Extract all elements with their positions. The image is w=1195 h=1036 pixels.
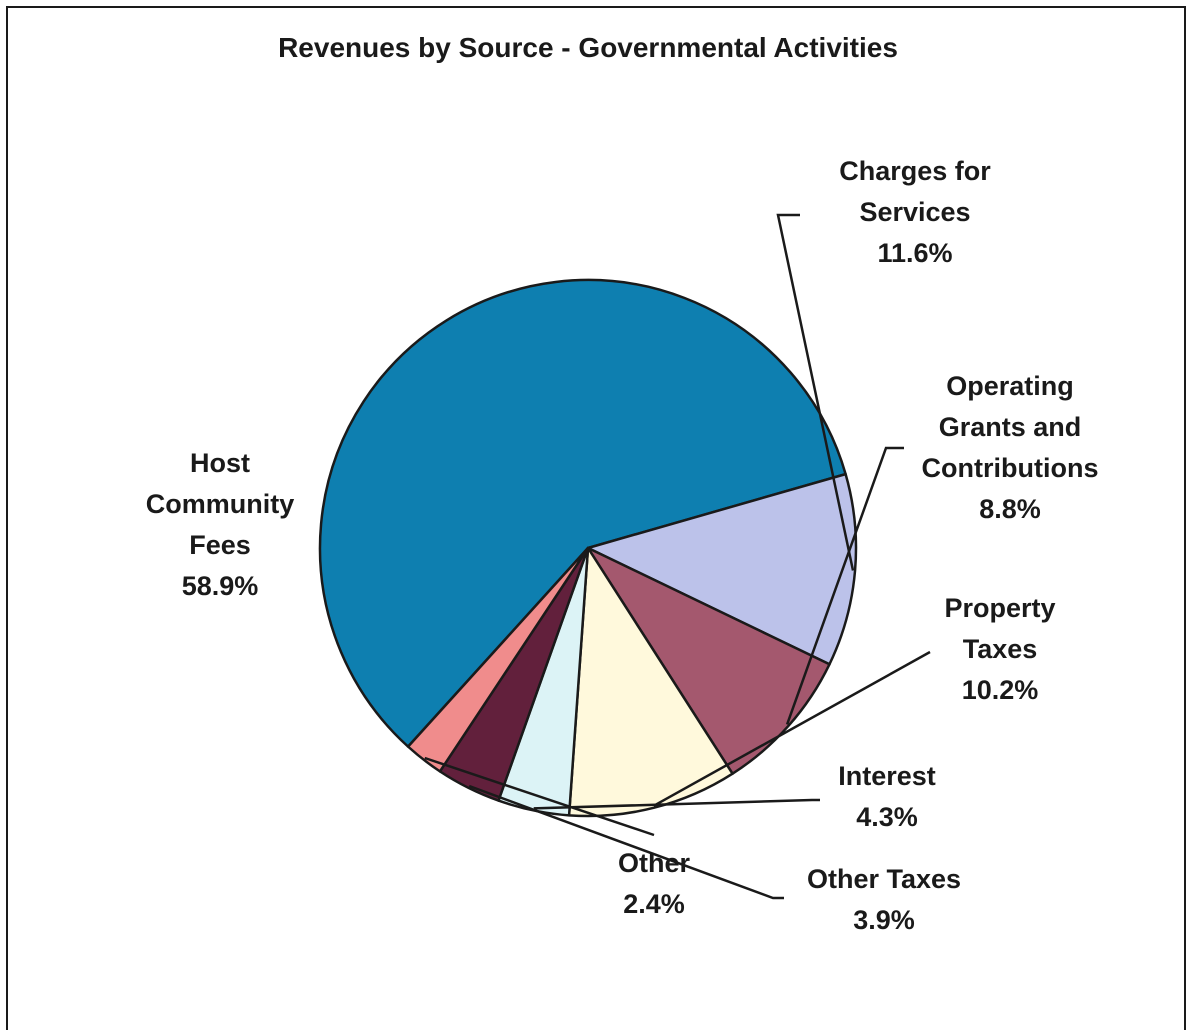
leader-line-interest [533, 798, 820, 810]
slice-value-label: 10.2% [962, 675, 1039, 705]
pie-slice-other [406, 546, 590, 773]
pie-slice-grants [586, 546, 831, 775]
slice-label-host: Host Community Fees 58.9% [146, 448, 295, 601]
leader-lines [424, 213, 931, 900]
slice-name-label: Fees [189, 530, 251, 560]
slice-name-label: Community [146, 489, 295, 519]
slice-name-label: Grants and [939, 412, 1082, 442]
slice-label-other-taxes: Other Taxes 3.9% [807, 864, 961, 935]
slice-value-label: 11.6% [877, 238, 952, 268]
slice-name-label: Taxes [963, 634, 1038, 664]
slice-label-property: Property Taxes 10.2% [944, 593, 1055, 705]
pie-slices [318, 278, 858, 818]
slice-name-label: Other [618, 848, 691, 878]
slice-name-label: Contributions [922, 453, 1099, 483]
pie-slice-host [318, 278, 847, 748]
leader-line-other [424, 756, 655, 837]
slice-label-grants: Operating Grants and Contributions 8.8% [922, 371, 1099, 524]
slice-label-interest: Interest 4.3% [838, 761, 936, 832]
slice-value-label: 58.9% [182, 571, 259, 601]
slice-name-label: Interest [838, 761, 936, 791]
pie-slice-property [567, 546, 734, 818]
slice-value-label: 3.9% [853, 905, 915, 935]
leader-line-property [653, 650, 931, 807]
slice-name-label: Other Taxes [807, 864, 961, 894]
slice-value-label: 8.8% [979, 494, 1041, 524]
slice-name-label: Host [190, 448, 250, 478]
leader-line-grants [785, 446, 904, 725]
slice-value-label: 2.4% [623, 889, 685, 919]
slice-label-other: Other 2.4% [618, 848, 691, 919]
leader-line-other-taxes [468, 784, 784, 900]
slice-value-label: 4.3% [856, 802, 918, 832]
slice-name-label: Property [944, 593, 1055, 623]
leader-line-charges [776, 213, 855, 571]
slice-name-label: Charges for [839, 156, 991, 186]
slice-label-charges: Charges for Services 11.6% [839, 156, 991, 268]
slice-labels: Host Community Fees 58.9% Charges for Service… [146, 156, 1099, 935]
slice-name-label: Services [859, 197, 970, 227]
slice-name-label: Operating [946, 371, 1074, 401]
pie-slice-charges [586, 472, 858, 666]
chart-title: Revenues by Source - Governmental Activi… [278, 32, 898, 63]
